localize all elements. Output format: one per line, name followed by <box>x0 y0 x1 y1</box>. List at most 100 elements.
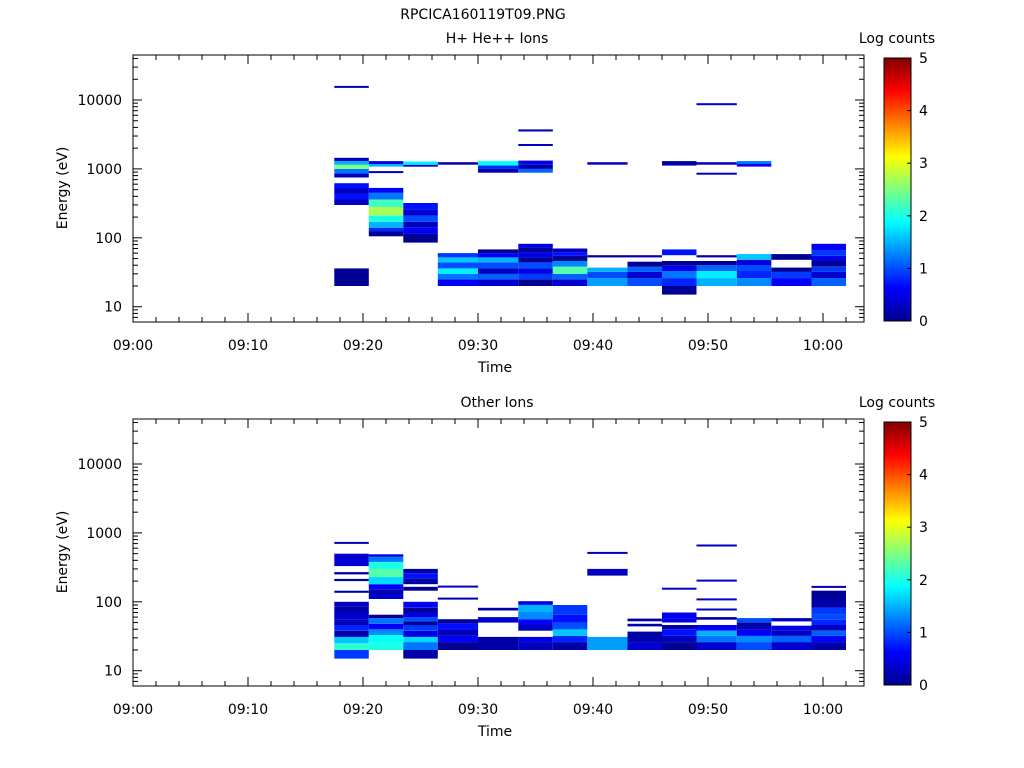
y-tick-label: 1000 <box>86 526 122 542</box>
heatmap-cell <box>478 257 519 263</box>
heatmap-cell <box>627 618 662 622</box>
heatmap-cell <box>334 619 369 626</box>
heatmap-cell <box>437 619 479 624</box>
heatmap-cell <box>518 636 553 643</box>
heatmap-cell <box>334 268 369 286</box>
heatmap-cell <box>334 164 369 169</box>
heatmap-cell <box>368 584 404 590</box>
heatmap-cell <box>403 573 438 579</box>
heatmap-cell <box>587 278 628 286</box>
heatmap-cell <box>696 271 737 279</box>
y-tick-label: 10000 <box>77 457 122 473</box>
colorbar-tick-label: 5 <box>919 415 928 431</box>
heatmap-cell <box>811 250 846 256</box>
y-tick-label: 10 <box>104 664 122 680</box>
panel-title: Other Ions <box>460 395 533 411</box>
heatmap-cell <box>437 257 479 263</box>
y-tick-label: 10000 <box>77 93 122 109</box>
heatmap-cell <box>736 265 772 271</box>
axes: 09:00 09:10 09:20 09:30 09:40 09:50 10:00 10 100… <box>77 55 864 354</box>
heatmap-cell <box>811 635 846 643</box>
heatmap-cell <box>518 625 553 631</box>
heatmap-cell <box>478 253 519 258</box>
heatmap-cell <box>736 618 772 623</box>
heatmap-cell <box>368 623 404 630</box>
heatmap-cell <box>627 271 662 279</box>
heatmap-cell <box>811 243 846 251</box>
heatmap-cell <box>662 161 697 164</box>
heatmap-cell <box>368 171 404 174</box>
heatmap-cell <box>771 271 812 279</box>
heatmap-cell <box>552 635 588 643</box>
heatmap-cell <box>518 605 553 612</box>
heatmap-cell <box>518 144 553 146</box>
heatmap-cell <box>552 642 588 650</box>
heatmap-cell <box>662 587 697 590</box>
heatmap-cell <box>437 253 479 258</box>
heatmap-cell <box>437 162 479 165</box>
heatmap-cell <box>403 642 438 650</box>
heatmap-cell <box>662 618 697 623</box>
y-tick-label: 100 <box>95 231 122 247</box>
heatmap-cell <box>368 594 404 599</box>
heatmap-cell <box>552 605 588 615</box>
heatmap-cell <box>811 630 846 636</box>
heatmap-cell <box>403 161 438 165</box>
heatmap-cell <box>368 227 404 232</box>
heatmap-cell <box>552 279 588 286</box>
heatmap-cell <box>696 255 737 258</box>
heatmap-cell <box>518 164 553 169</box>
heatmap-cell <box>368 618 404 624</box>
heatmap-cells <box>334 85 846 295</box>
colorbar-tick-label: 4 <box>919 104 928 120</box>
plot-frame <box>132 54 865 323</box>
heatmap-cell <box>696 261 737 266</box>
heatmap-cell <box>437 585 479 588</box>
heatmap-cell <box>334 183 369 189</box>
colorbar-tick-label: 2 <box>919 573 928 589</box>
heatmap-cell <box>771 635 812 643</box>
heatmap-cell <box>334 572 369 575</box>
heatmap-cell <box>627 266 662 272</box>
heatmap-cell <box>437 642 479 650</box>
x-tick-label: 10:00 <box>803 338 843 354</box>
heatmap-cell <box>736 164 772 167</box>
heatmap-cell <box>696 617 737 620</box>
heatmap-cell <box>478 617 519 623</box>
x-axis-label: Time <box>477 724 512 740</box>
heatmap-cell <box>736 271 772 279</box>
heatmap-cell <box>334 85 369 88</box>
heatmap-cell <box>368 187 404 193</box>
heatmap-cell <box>334 188 369 194</box>
heatmap-cell <box>368 629 404 635</box>
heatmap-cell <box>518 619 553 626</box>
heatmap-cell <box>811 614 846 620</box>
heatmap-cell <box>662 265 697 271</box>
heatmap-cell <box>403 621 438 626</box>
colorbar-tick-label: 3 <box>919 520 928 536</box>
heatmap-cell <box>587 267 628 272</box>
heatmap-cell <box>696 265 737 271</box>
heatmap-cell <box>552 248 588 253</box>
heatmap-cell <box>736 642 772 650</box>
heatmap-cell <box>587 551 628 554</box>
colorbar-tick-label: 0 <box>919 314 928 330</box>
colorbar-tick-label: 1 <box>919 261 928 277</box>
heatmap-cell <box>518 642 553 650</box>
colorbar: Log counts 0 1 2 3 4 5 <box>859 31 935 330</box>
heatmap-cell <box>478 165 519 169</box>
y-axis-label: Energy (eV) <box>55 147 71 230</box>
heatmap-cell <box>334 161 369 165</box>
y-axis-label: Energy (eV) <box>55 511 71 594</box>
colorbar-tick-label: 4 <box>919 468 928 484</box>
heatmap-cell <box>587 568 628 576</box>
heatmap-cell <box>662 249 697 256</box>
x-tick-label: 09:40 <box>573 338 613 354</box>
heatmap-cell <box>552 255 588 261</box>
heatmap-cell <box>518 273 553 280</box>
heatmap-cell <box>334 601 369 607</box>
heatmap-cell <box>368 192 404 200</box>
heatmap-cell <box>334 630 369 637</box>
heatmap-cell <box>478 161 519 166</box>
x-tick-label: 09:00 <box>113 338 153 354</box>
